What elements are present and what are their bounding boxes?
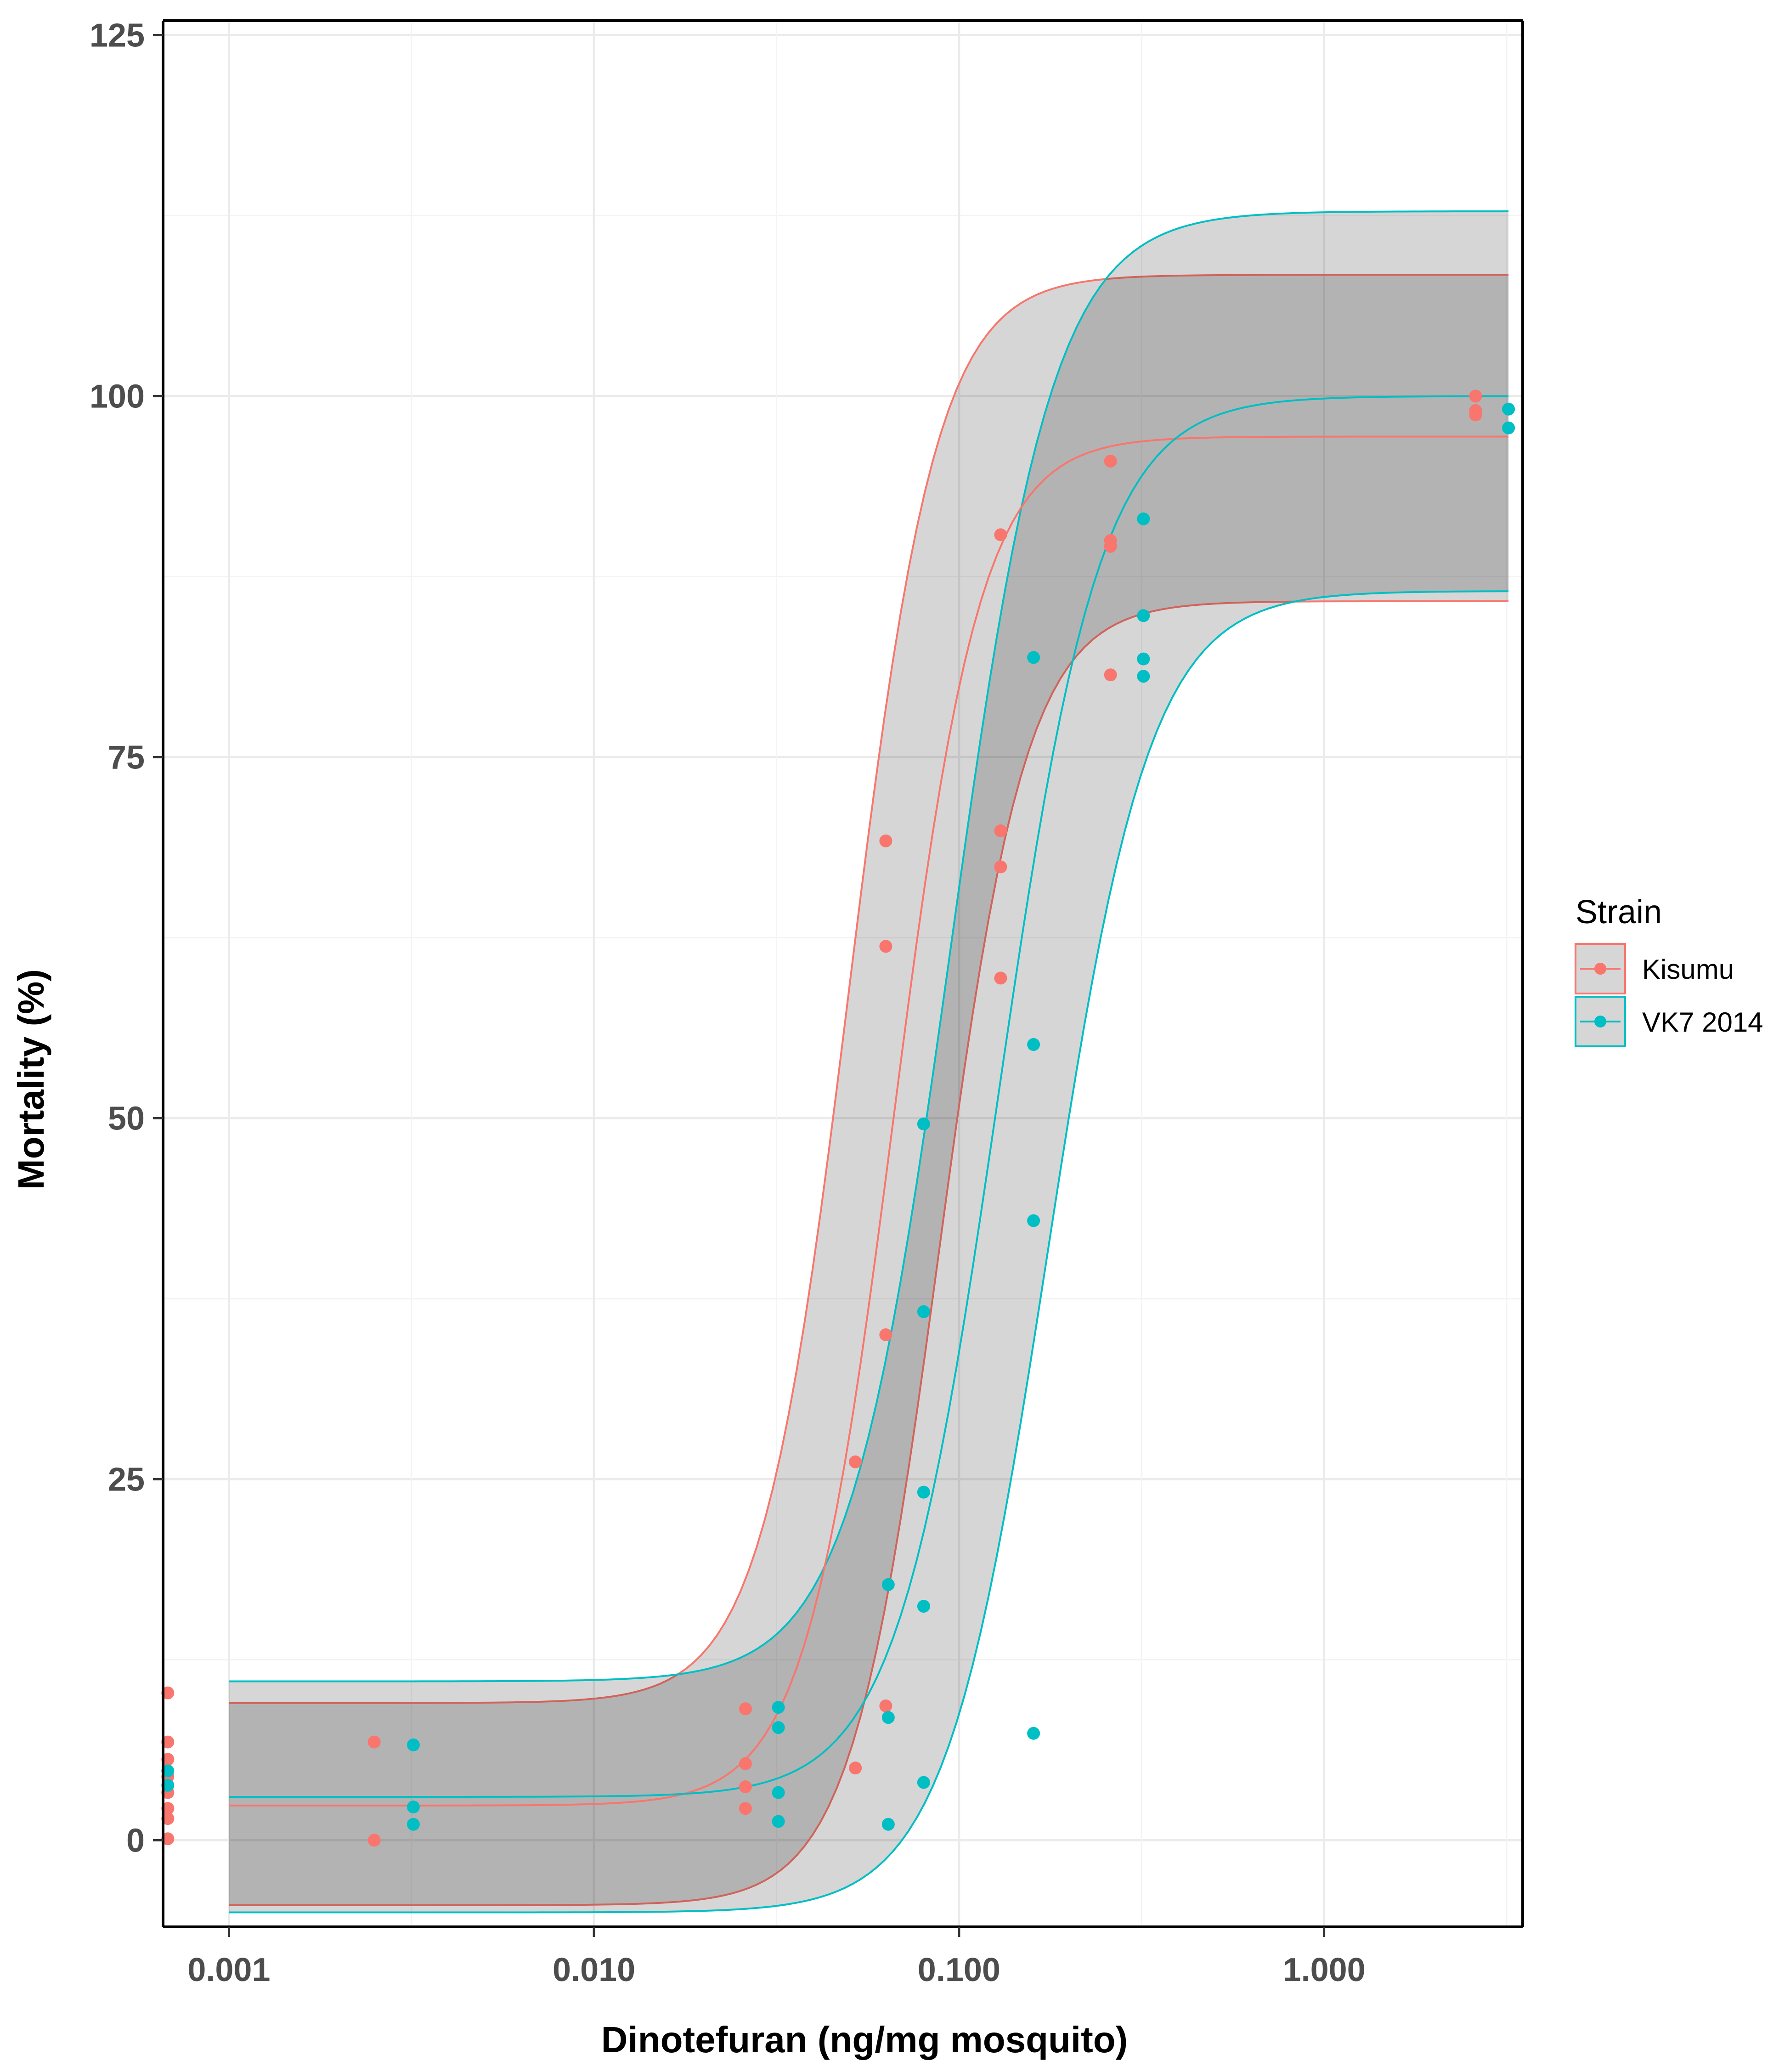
- data-point-vk7-2014: [1137, 670, 1150, 683]
- data-point-kisumu: [994, 824, 1007, 837]
- data-point-vk7-2014: [917, 1305, 930, 1318]
- data-point-vk7-2014: [161, 1778, 175, 1792]
- y-tick-label: 75: [108, 739, 145, 776]
- legend-key-point-kisumu: [1594, 963, 1606, 975]
- band-upper-vk7-2014: [229, 210, 1509, 1682]
- data-point-kisumu: [994, 860, 1007, 874]
- data-point-vk7-2014: [1137, 512, 1150, 525]
- data-point-vk7-2014: [407, 1738, 420, 1751]
- x-tick-label: 0.010: [553, 1952, 635, 1988]
- data-point-kisumu: [161, 1832, 175, 1846]
- data-point-vk7-2014: [1502, 402, 1515, 416]
- data-point-vk7-2014: [881, 1578, 895, 1591]
- data-point-kisumu: [161, 1735, 175, 1749]
- y-tick-label: 25: [108, 1461, 145, 1498]
- y-tick-label: 100: [90, 378, 145, 415]
- data-point-kisumu: [161, 1686, 175, 1699]
- y-tick-label: 125: [90, 17, 145, 54]
- x-tick-label: 0.001: [187, 1952, 270, 1988]
- data-point-kisumu: [161, 1802, 175, 1815]
- data-point-vk7-2014: [772, 1701, 785, 1714]
- fit-curve-vk7-2014: [229, 395, 1509, 1798]
- data-point-vk7-2014: [881, 1711, 895, 1724]
- data-point-vk7-2014: [917, 1485, 930, 1499]
- data-point-kisumu: [161, 1812, 175, 1825]
- data-point-kisumu: [994, 528, 1007, 542]
- data-point-kisumu: [1469, 408, 1482, 422]
- data-point-kisumu: [994, 971, 1007, 985]
- data-point-kisumu: [1104, 668, 1117, 682]
- x-tick-label: 1.000: [1283, 1952, 1366, 1988]
- legend-key-point-vk7-2014: [1594, 1016, 1606, 1028]
- confidence-bands: [229, 210, 1509, 1914]
- data-point-vk7-2014: [772, 1815, 785, 1828]
- fit-curve-kisumu: [229, 435, 1509, 1807]
- data-point-vk7-2014: [917, 1117, 930, 1130]
- grid-lines: [163, 21, 1523, 1927]
- data-point-kisumu: [879, 1699, 892, 1712]
- data-points: [161, 390, 1515, 1847]
- legend-title: Strain: [1576, 894, 1662, 931]
- data-point-vk7-2014: [881, 1818, 895, 1831]
- legend-label-vk7-2014: VK7 2014: [1642, 1007, 1763, 1038]
- data-point-vk7-2014: [1027, 1727, 1040, 1740]
- x-tick-label: 0.100: [918, 1952, 1000, 1988]
- band-upper-kisumu: [229, 274, 1509, 1704]
- legend: Strain Kisumu VK7 2014: [1575, 894, 1763, 1047]
- data-point-kisumu: [879, 834, 892, 847]
- data-point-vk7-2014: [917, 1600, 930, 1613]
- legend-items: Kisumu VK7 2014: [1575, 943, 1763, 1047]
- y-axis-title: Mortality (%): [11, 969, 51, 1190]
- data-point-kisumu: [739, 1780, 752, 1794]
- y-axis-ticks: 0 25 50 75 100 125: [90, 17, 163, 1859]
- confidence-band-kisumu: [229, 275, 1509, 1905]
- data-point-kisumu: [739, 1702, 752, 1716]
- data-point-vk7-2014: [1137, 609, 1150, 622]
- data-point-vk7-2014: [1137, 652, 1150, 666]
- data-point-kisumu: [1469, 390, 1482, 403]
- data-point-kisumu: [879, 1328, 892, 1341]
- data-point-vk7-2014: [407, 1818, 420, 1831]
- data-point-kisumu: [849, 1455, 862, 1468]
- fitted-curves: [229, 395, 1509, 1807]
- confidence-band-vk7-2014: [229, 211, 1509, 1913]
- x-axis-ticks: 0.001 0.010 0.100 1.000: [187, 1927, 1366, 1988]
- data-point-kisumu: [739, 1802, 752, 1815]
- data-point-kisumu: [367, 1834, 381, 1847]
- data-point-kisumu: [1104, 540, 1117, 553]
- data-point-vk7-2014: [161, 1764, 175, 1778]
- legend-label-kisumu: Kisumu: [1642, 954, 1734, 985]
- data-point-vk7-2014: [772, 1721, 785, 1734]
- band-lower-vk7-2014: [229, 590, 1509, 1914]
- data-point-vk7-2014: [1027, 1214, 1040, 1227]
- data-point-vk7-2014: [407, 1801, 420, 1814]
- data-point-vk7-2014: [772, 1786, 785, 1799]
- data-point-vk7-2014: [1027, 651, 1040, 664]
- data-point-kisumu: [1104, 454, 1117, 468]
- y-tick-label: 0: [126, 1822, 145, 1859]
- x-axis-title: Dinotefuran (ng/mg mosquito): [601, 2019, 1128, 2060]
- plot-panel: [163, 21, 1523, 1927]
- data-point-kisumu: [739, 1757, 752, 1770]
- data-point-kisumu: [367, 1735, 381, 1749]
- y-tick-label: 50: [108, 1100, 145, 1137]
- data-point-kisumu: [879, 940, 892, 953]
- data-point-vk7-2014: [1027, 1038, 1040, 1051]
- data-point-kisumu: [161, 1753, 175, 1766]
- data-point-vk7-2014: [917, 1776, 930, 1789]
- data-point-kisumu: [849, 1761, 862, 1775]
- axes: [162, 19, 1524, 1928]
- data-point-vk7-2014: [1502, 421, 1515, 435]
